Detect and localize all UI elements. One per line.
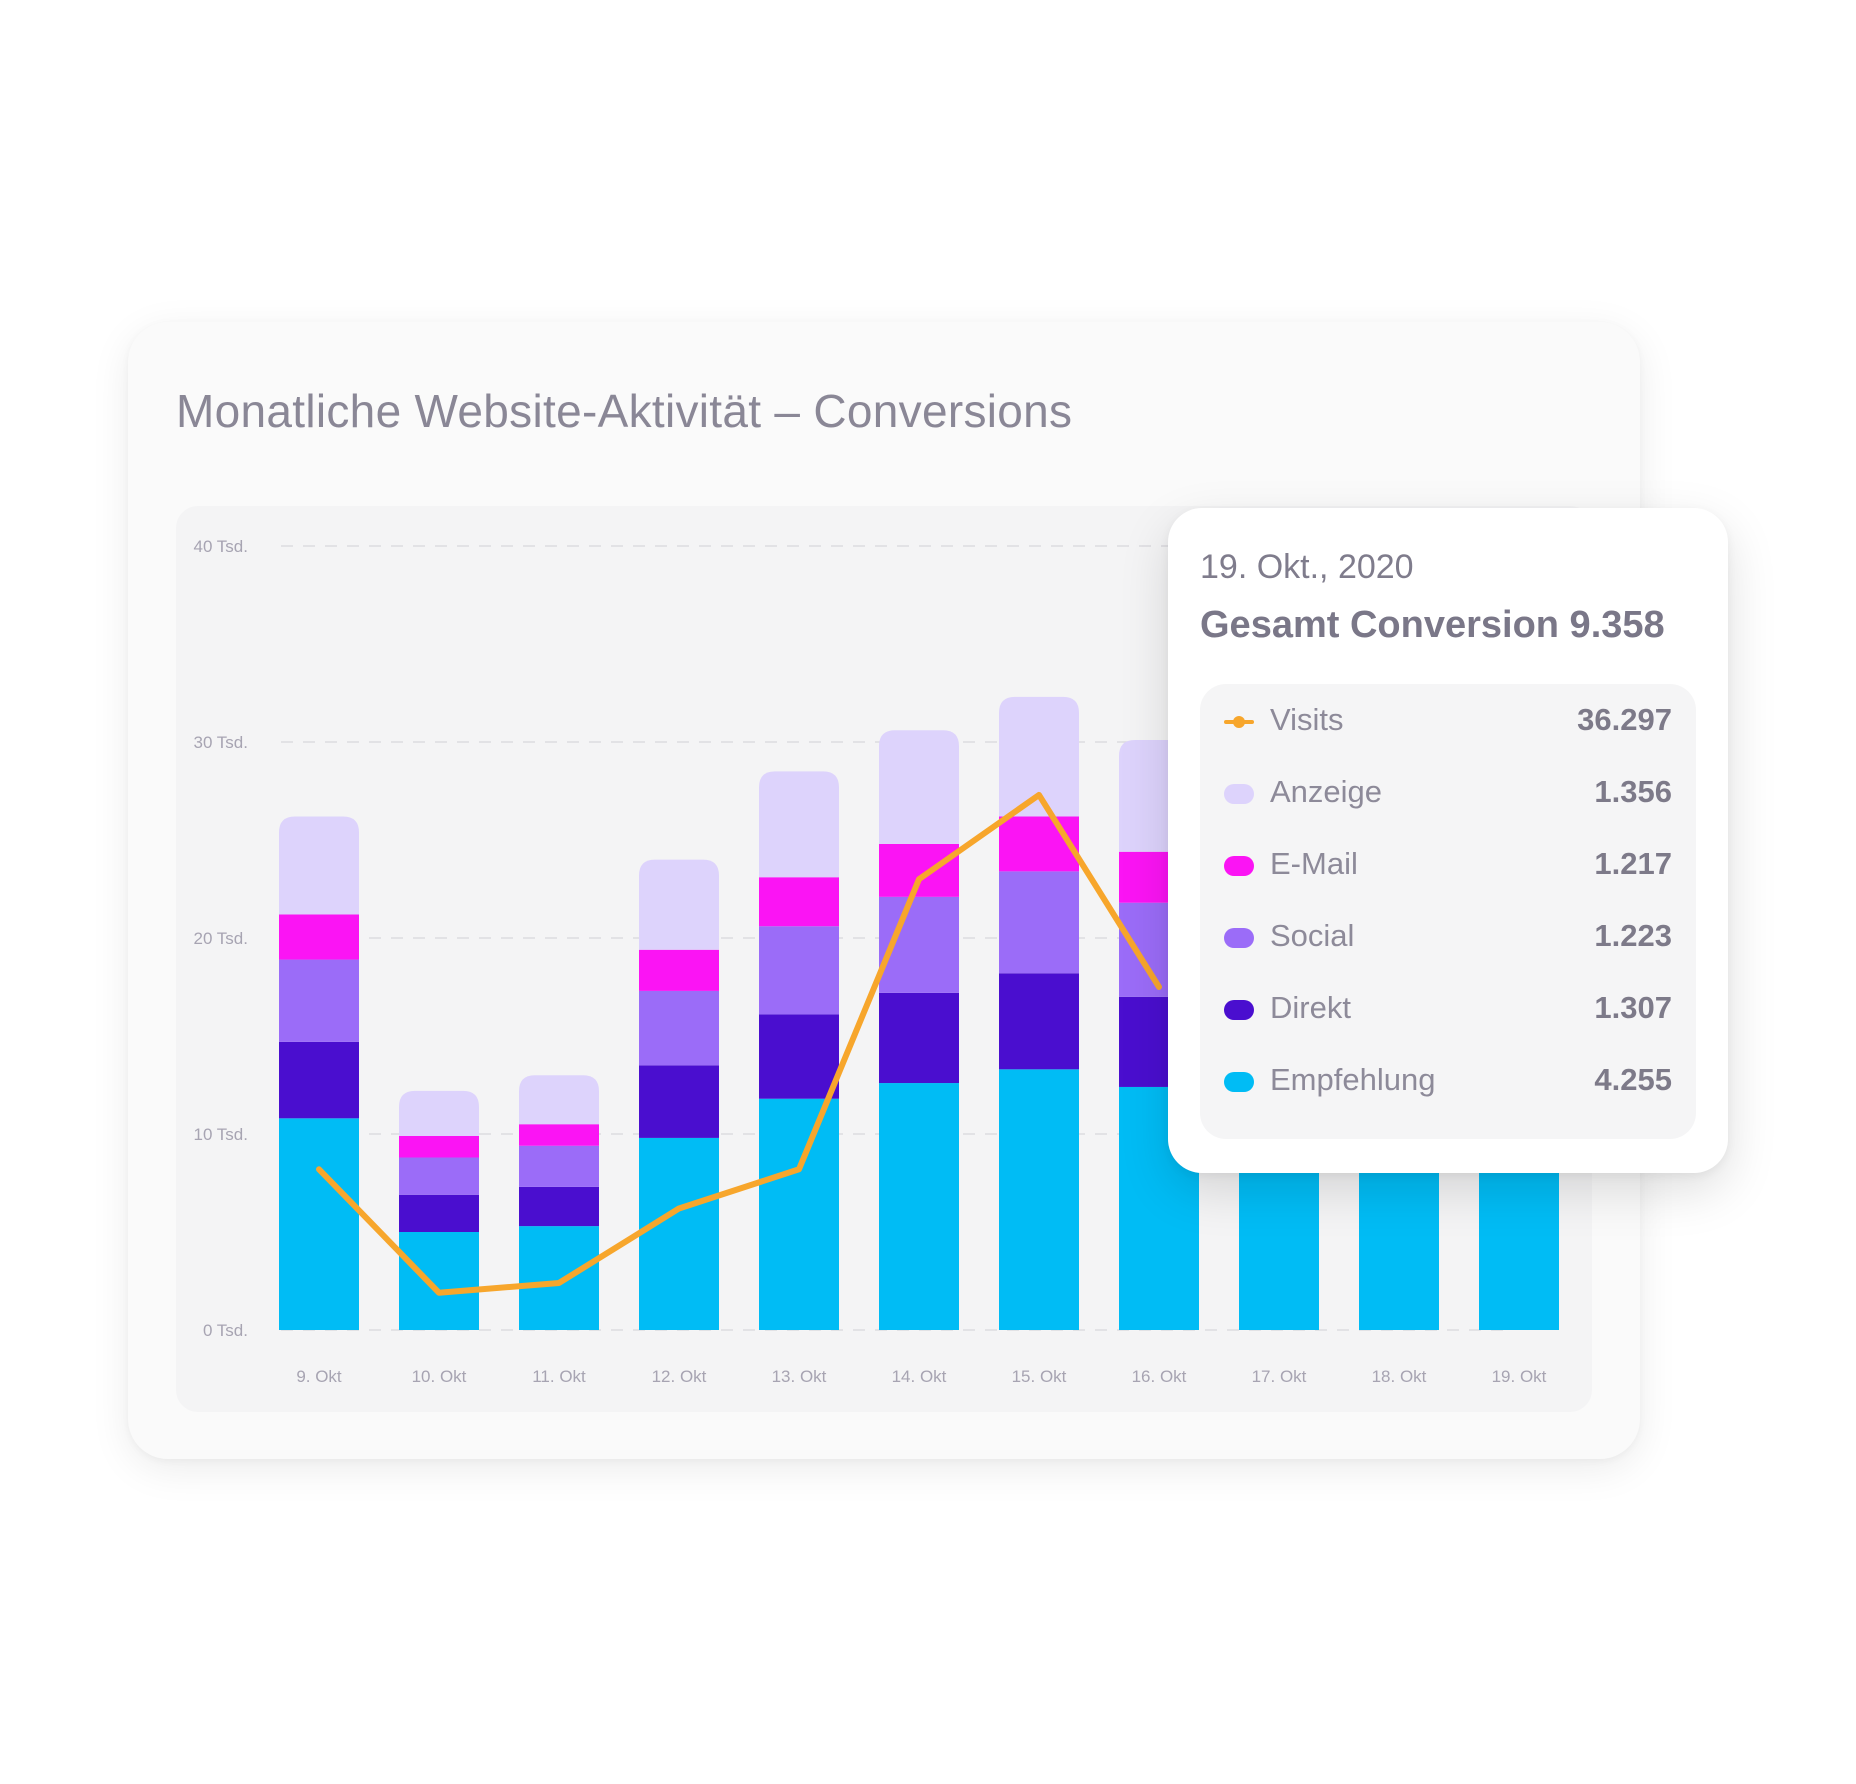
x-tick-label: 10. Okt: [412, 1367, 467, 1386]
bar-segment-direkt: [399, 1194, 479, 1232]
x-tick-label: 18. Okt: [1372, 1367, 1427, 1386]
bar-segment-social: [399, 1157, 479, 1195]
bar-segment-direkt: [999, 973, 1079, 1070]
x-tick-label: 14. Okt: [892, 1367, 947, 1386]
anzeige-swatch-icon: [1224, 784, 1254, 804]
bar-segment-anzeige: [759, 771, 839, 878]
empfehlung-swatch-icon: [1224, 1072, 1254, 1092]
bar-segment-e-mail: [279, 914, 359, 960]
tooltip-row-value: 1.223: [1594, 918, 1672, 953]
y-tick-label: 0 Tsd.: [203, 1321, 248, 1340]
bar-segment-direkt: [639, 1065, 719, 1138]
bar-segment-e-mail: [879, 843, 959, 897]
email-swatch-icon: [1224, 856, 1254, 876]
tooltip-row-label: E-Mail: [1270, 846, 1358, 881]
tooltip-row-value: 1.307: [1594, 990, 1672, 1025]
bar-segment-anzeige: [639, 859, 719, 950]
x-tick-label: 19. Okt: [1492, 1367, 1547, 1386]
x-tick-label: 17. Okt: [1252, 1367, 1307, 1386]
bar-segment-social: [759, 926, 839, 1015]
bar-segment-social: [999, 871, 1079, 974]
bar-segment-social: [279, 959, 359, 1042]
bar-segment-empfehlung: [279, 1118, 359, 1330]
x-tick-label: 9. Okt: [296, 1367, 342, 1386]
y-tick-label: 10 Tsd.: [193, 1125, 248, 1144]
bar-segment-empfehlung: [519, 1226, 599, 1330]
visits-line: [316, 791, 1162, 1296]
bar-segment-social: [639, 990, 719, 1066]
bar-segment-direkt: [279, 1041, 359, 1119]
y-tick-label: 40 Tsd.: [193, 537, 248, 556]
chart-title: Monatliche Website-Aktivität – Conversio…: [176, 385, 1073, 437]
x-tick-label: 16. Okt: [1132, 1367, 1187, 1386]
bar-segment-direkt: [759, 1014, 839, 1099]
visits-line-marker-icon: [1224, 716, 1254, 728]
bar-segment-e-mail: [999, 816, 1079, 872]
bar-segment-direkt: [879, 992, 959, 1084]
tooltip-row-label: Direkt: [1270, 990, 1351, 1025]
bar-segment-direkt: [519, 1186, 599, 1227]
tooltip-row-value: 36.297: [1577, 702, 1672, 737]
bar-segment-e-mail: [759, 877, 839, 927]
tooltip-row-value: 4.255: [1594, 1062, 1672, 1097]
tooltip-row-social: Social 1.223: [1200, 902, 1696, 974]
bar-segment-empfehlung: [999, 1069, 1079, 1330]
x-tick-label: 13. Okt: [772, 1367, 827, 1386]
tooltip-row-label: Social: [1270, 918, 1355, 953]
tooltip-date: 19. Okt., 2020: [1200, 548, 1414, 586]
chart-tooltip: 19. Okt., 2020 Gesamt Conversion 9.358 V…: [1168, 508, 1728, 1173]
x-tick-label: 12. Okt: [652, 1367, 707, 1386]
bar-segment-anzeige: [999, 696, 1079, 817]
x-tick-label: 11. Okt: [532, 1367, 586, 1386]
social-swatch-icon: [1224, 928, 1254, 948]
bar-segment-e-mail: [639, 949, 719, 991]
tooltip-row-label: Anzeige: [1270, 774, 1383, 809]
bar-segment-empfehlung: [399, 1232, 479, 1330]
bar-segment-e-mail: [519, 1124, 599, 1146]
tooltip-row-value: 1.356: [1594, 774, 1672, 809]
tooltip-series-list: Visits 36.297 Anzeige 1.356 E-Mail 1.217…: [1200, 684, 1696, 1139]
x-tick-label: 15. Okt: [1012, 1367, 1067, 1386]
direkt-swatch-icon: [1224, 1000, 1254, 1020]
tooltip-row-label: Visits: [1270, 702, 1344, 737]
bar-segment-anzeige: [279, 816, 359, 915]
tooltip-row-email: E-Mail 1.217: [1200, 830, 1696, 902]
tooltip-row-anzeige: Anzeige 1.356: [1200, 758, 1696, 830]
bar-segment-social: [519, 1145, 599, 1187]
bar-segment-anzeige: [879, 730, 959, 844]
tooltip-row-value: 1.217: [1594, 846, 1672, 881]
y-tick-label: 20 Tsd.: [193, 929, 248, 948]
tooltip-row-empfehlung: Empfehlung 4.255: [1200, 1046, 1696, 1118]
y-tick-label: 30 Tsd.: [193, 733, 248, 752]
bar-segment-empfehlung: [639, 1137, 719, 1330]
bar-segment-anzeige: [399, 1090, 479, 1136]
bar-segment-anzeige: [519, 1075, 599, 1125]
bar-segment-empfehlung: [759, 1098, 839, 1330]
tooltip-row-visits: Visits 36.297: [1200, 686, 1696, 758]
tooltip-row-direkt: Direkt 1.307: [1200, 974, 1696, 1046]
tooltip-row-label: Empfehlung: [1270, 1062, 1436, 1097]
bar-segment-empfehlung: [879, 1083, 959, 1330]
tooltip-total-conversion: Gesamt Conversion 9.358: [1200, 604, 1665, 646]
bar-segment-e-mail: [399, 1135, 479, 1158]
